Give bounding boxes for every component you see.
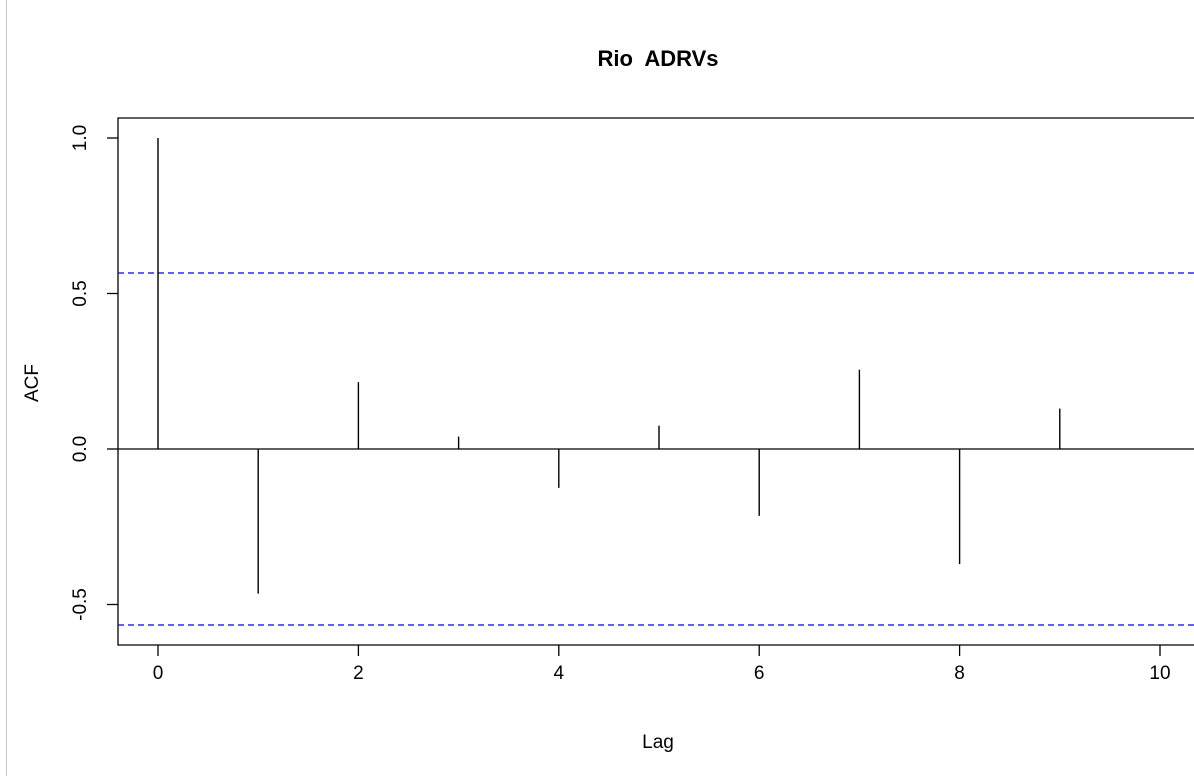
x-tick-label: 10 — [1149, 663, 1170, 684]
x-axis-label: Lag — [642, 732, 674, 753]
y-tick-label: -0.5 — [70, 588, 91, 621]
x-tick-label: 8 — [954, 663, 965, 684]
y-tick-label: 0.5 — [70, 280, 91, 306]
chart-title: Rio ADRVs — [597, 46, 718, 71]
x-tick-label: 2 — [353, 663, 364, 684]
plot-frame — [117, 117, 1194, 646]
x-tick-label: 4 — [554, 663, 565, 684]
y-tick-label: 1.0 — [70, 125, 91, 151]
window-left-border — [6, 0, 7, 776]
x-tick-label: 6 — [754, 663, 765, 684]
x-tick-label: 0 — [153, 663, 164, 684]
y-tick-label: 0.0 — [70, 436, 91, 462]
y-axis-label: ACF — [22, 364, 43, 402]
plot-area: 0 2 4 6 8 10 -0.5 0.0 0.5 1.0 — [70, 117, 1194, 684]
